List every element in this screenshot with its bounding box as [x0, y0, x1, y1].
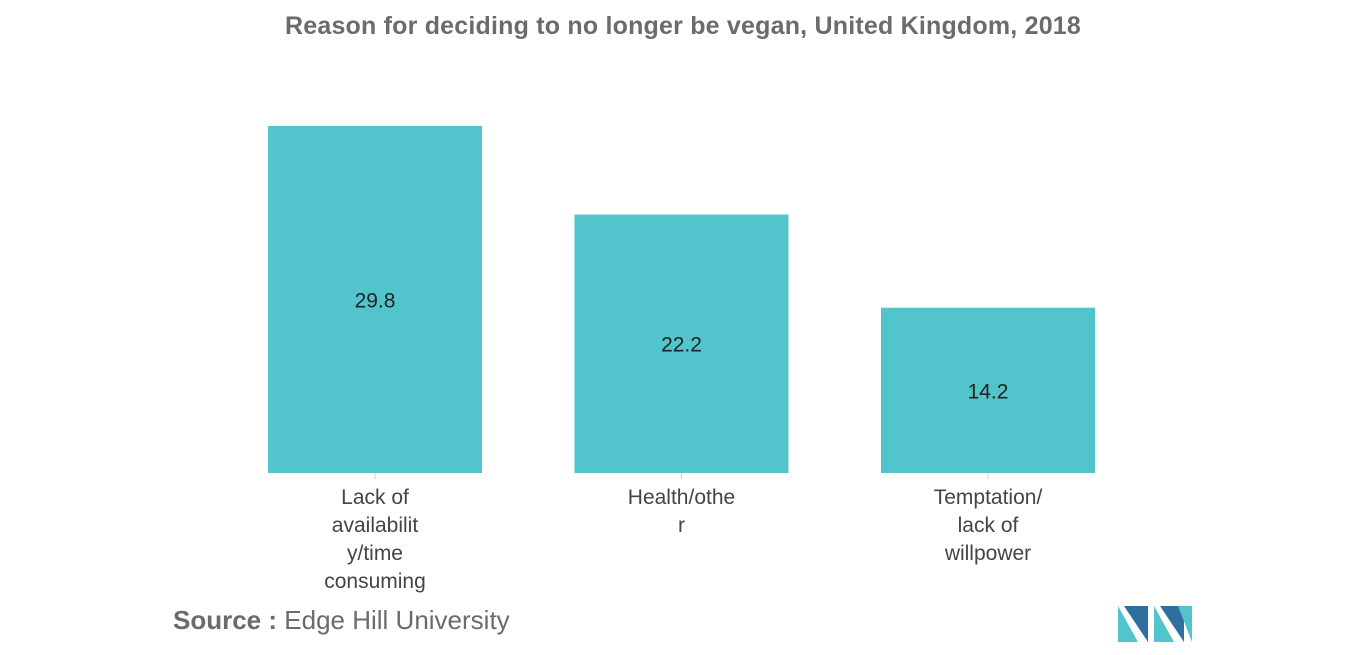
x-tick-label-line: lack of — [958, 514, 1019, 537]
data-label-2: 14.2 — [968, 380, 1009, 403]
data-label-0: 29.8 — [355, 290, 396, 313]
bars-layer — [268, 126, 1095, 479]
x-tick-label-line: consuming — [324, 570, 426, 593]
data-label-1: 22.2 — [661, 334, 702, 357]
x-tick-label-1: Health/othe r — [628, 486, 735, 537]
x-tick-label-line: Temptation/ — [934, 486, 1043, 509]
x-tick-label-2: Temptation/lack of willpower — [934, 486, 1043, 565]
source-text: Edge Hill University — [284, 605, 510, 635]
x-tick-label-0: Lack of availabilit y/time consuming — [324, 486, 426, 593]
x-tick-label-line: Lack of — [341, 486, 409, 509]
company-logo-icon — [1118, 606, 1192, 642]
x-tick-label-line: willpower — [944, 542, 1031, 565]
x-tick-label-line: Health/othe — [628, 486, 735, 509]
source-label: Source : — [173, 605, 278, 635]
x-tick-label-line: r — [678, 514, 685, 537]
bar-1 — [574, 214, 789, 473]
bar-0 — [268, 126, 482, 473]
labels-layer: 29.8 Lack of availabilit y/time consuming 22.… — [324, 290, 1042, 594]
source-line: Source : Edge Hill University — [173, 605, 510, 636]
x-tick-label-line: y/time — [347, 542, 403, 565]
chart-title: Reason for deciding to no longer be vega… — [284, 12, 1082, 40]
x-tick-label-line: availabilit — [332, 514, 419, 537]
bar-2 — [881, 307, 1095, 473]
